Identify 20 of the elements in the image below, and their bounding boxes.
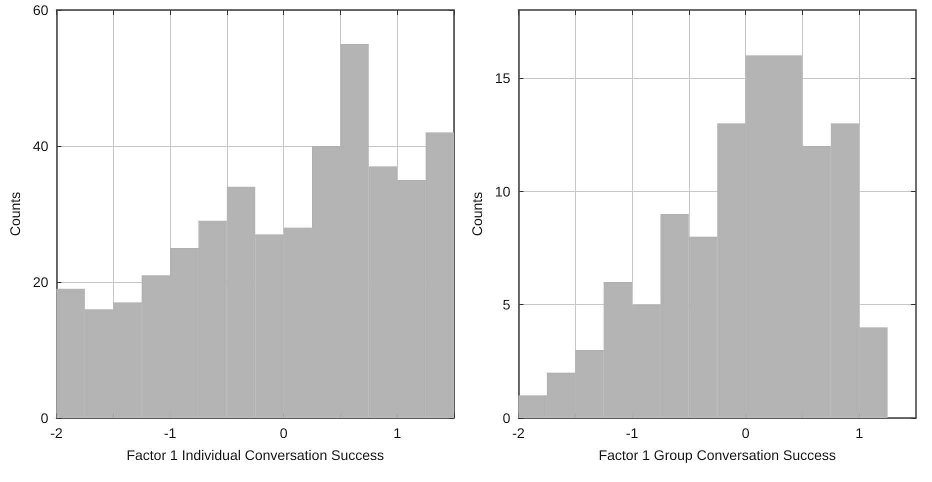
y-tick-label: 0	[40, 410, 49, 426]
x-tick-label: 0	[742, 425, 750, 441]
x-tick-label: -1	[626, 425, 638, 441]
y-tick-label: 15	[494, 70, 511, 86]
y-axis-title: Counts	[7, 192, 23, 236]
x-axis-title: Factor 1 Individual Conversation Success	[126, 447, 384, 463]
y-axis-title: Counts	[469, 192, 485, 236]
x-tick-label: 1	[855, 425, 864, 441]
x-tick-label: -2	[512, 425, 525, 441]
x-tick-label: 0	[280, 425, 288, 441]
y-tick-label: 0	[502, 410, 511, 426]
x-tick-label: 1	[393, 425, 402, 441]
y-tick-label: 10	[494, 183, 511, 200]
x-axis-title: Factor 1 Group Conversation Success	[598, 447, 836, 463]
y-tick-label: 5	[502, 296, 511, 313]
y-tick-label: 20	[32, 274, 49, 290]
y-tick-label: 40	[32, 138, 49, 154]
y-tick-label: 60	[32, 2, 49, 18]
x-tick-label: -2	[50, 425, 63, 441]
x-tick-label: -1	[164, 425, 176, 441]
